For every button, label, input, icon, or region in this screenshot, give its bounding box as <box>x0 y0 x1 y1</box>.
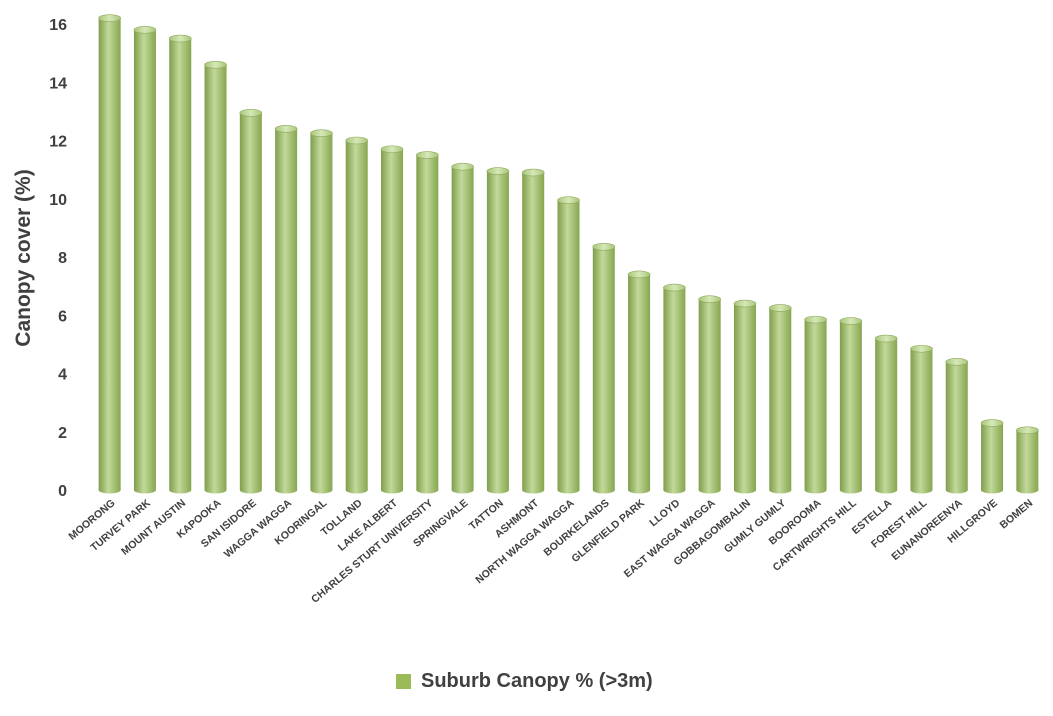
bar <box>804 315 827 494</box>
bar <box>521 168 545 494</box>
x-tick-label: MOUNT AUSTIN <box>119 497 188 558</box>
bar <box>768 304 792 494</box>
bar <box>486 167 510 494</box>
x-tick-label: GUMLY GUMLY <box>722 497 788 555</box>
y-tick-label: 8 <box>58 250 67 267</box>
legend-label: Suburb Canopy % (>3m) <box>421 670 653 692</box>
bar <box>98 14 121 494</box>
x-tick-label: TURVEY PARK <box>88 497 153 554</box>
y-tick-label: 2 <box>58 425 67 442</box>
bar <box>416 151 439 494</box>
bar <box>451 162 474 494</box>
bar <box>627 270 651 494</box>
bar <box>592 243 616 494</box>
y-tick-label: 10 <box>49 192 67 209</box>
bar <box>168 34 192 494</box>
x-tick-label: LAKE ALBERT <box>336 497 401 554</box>
legend-swatch <box>396 674 411 689</box>
y-tick-label: 6 <box>58 308 67 325</box>
y-tick-label: 12 <box>49 134 67 151</box>
bar <box>380 145 404 494</box>
bar <box>945 358 969 494</box>
bar <box>733 299 757 494</box>
bar <box>310 129 333 494</box>
bar <box>345 136 369 494</box>
bar <box>698 295 721 494</box>
bar <box>663 283 686 494</box>
y-tick-label: 14 <box>49 75 67 92</box>
legend: Suburb Canopy % (>3m) <box>396 670 653 693</box>
bar <box>133 26 157 494</box>
y-axis-title: Canopy cover (%) <box>12 169 35 346</box>
bar <box>557 196 580 494</box>
bar <box>204 60 227 494</box>
bar <box>239 109 263 494</box>
y-axis-ticks: 0 2 4 6 8 10 12 14 16 <box>49 17 67 500</box>
y-tick-label: 4 <box>58 367 67 384</box>
bar <box>910 344 933 494</box>
bars <box>98 14 1039 494</box>
bar <box>874 334 898 494</box>
bar <box>1016 426 1039 494</box>
y-tick-label: 16 <box>49 17 67 34</box>
bar <box>980 419 1004 494</box>
bar <box>839 317 863 494</box>
y-tick-label: 0 <box>58 483 67 500</box>
x-tick-label: BOMEN <box>998 497 1036 531</box>
bar <box>274 125 298 494</box>
